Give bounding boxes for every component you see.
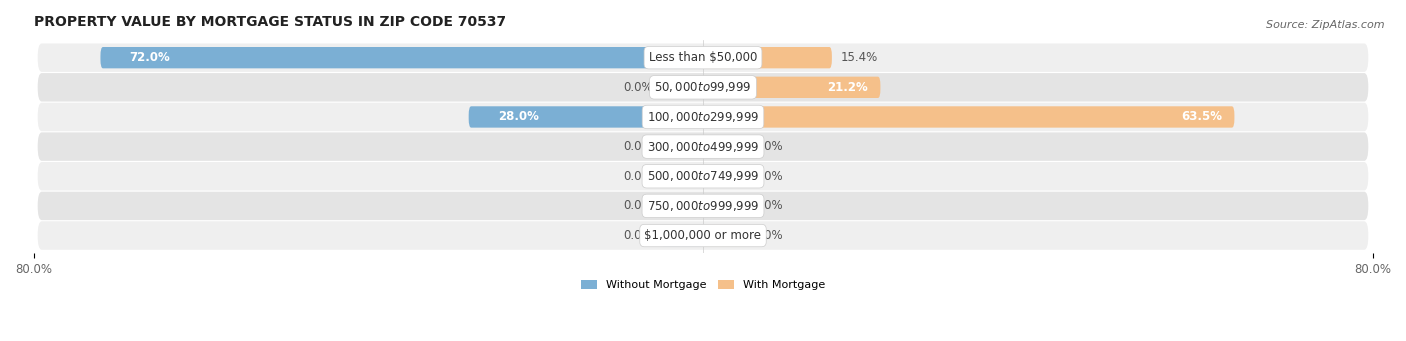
FancyBboxPatch shape <box>703 136 745 157</box>
FancyBboxPatch shape <box>38 221 1368 250</box>
Text: $300,000 to $499,999: $300,000 to $499,999 <box>647 139 759 153</box>
Text: $100,000 to $299,999: $100,000 to $299,999 <box>647 110 759 124</box>
FancyBboxPatch shape <box>703 166 745 187</box>
FancyBboxPatch shape <box>661 136 703 157</box>
FancyBboxPatch shape <box>703 106 1234 128</box>
FancyBboxPatch shape <box>703 195 745 217</box>
Text: Less than $50,000: Less than $50,000 <box>648 51 758 64</box>
Text: 0.0%: 0.0% <box>623 199 652 212</box>
FancyBboxPatch shape <box>703 225 745 246</box>
FancyBboxPatch shape <box>703 47 832 68</box>
Text: 0.0%: 0.0% <box>754 170 783 183</box>
Text: $1,000,000 or more: $1,000,000 or more <box>644 229 762 242</box>
Text: PROPERTY VALUE BY MORTGAGE STATUS IN ZIP CODE 70537: PROPERTY VALUE BY MORTGAGE STATUS IN ZIP… <box>34 15 506 29</box>
FancyBboxPatch shape <box>38 43 1368 72</box>
FancyBboxPatch shape <box>38 162 1368 191</box>
FancyBboxPatch shape <box>38 132 1368 161</box>
Text: $750,000 to $999,999: $750,000 to $999,999 <box>647 199 759 213</box>
Text: Source: ZipAtlas.com: Source: ZipAtlas.com <box>1267 20 1385 30</box>
Text: 15.4%: 15.4% <box>841 51 877 64</box>
Text: 63.5%: 63.5% <box>1181 110 1222 123</box>
FancyBboxPatch shape <box>38 192 1368 220</box>
Legend: Without Mortgage, With Mortgage: Without Mortgage, With Mortgage <box>576 275 830 295</box>
FancyBboxPatch shape <box>703 77 880 98</box>
Text: 0.0%: 0.0% <box>623 81 652 94</box>
Text: 0.0%: 0.0% <box>754 140 783 153</box>
FancyBboxPatch shape <box>468 106 703 128</box>
Text: $50,000 to $99,999: $50,000 to $99,999 <box>654 80 752 94</box>
FancyBboxPatch shape <box>38 73 1368 102</box>
Text: 0.0%: 0.0% <box>754 229 783 242</box>
Text: 0.0%: 0.0% <box>754 199 783 212</box>
Text: 72.0%: 72.0% <box>129 51 170 64</box>
Text: 0.0%: 0.0% <box>623 170 652 183</box>
FancyBboxPatch shape <box>661 166 703 187</box>
Text: 0.0%: 0.0% <box>623 140 652 153</box>
Text: 28.0%: 28.0% <box>498 110 538 123</box>
FancyBboxPatch shape <box>661 225 703 246</box>
Text: 21.2%: 21.2% <box>827 81 868 94</box>
FancyBboxPatch shape <box>661 77 703 98</box>
FancyBboxPatch shape <box>38 103 1368 131</box>
Text: $500,000 to $749,999: $500,000 to $749,999 <box>647 169 759 183</box>
Text: 0.0%: 0.0% <box>623 229 652 242</box>
FancyBboxPatch shape <box>661 195 703 217</box>
FancyBboxPatch shape <box>100 47 703 68</box>
